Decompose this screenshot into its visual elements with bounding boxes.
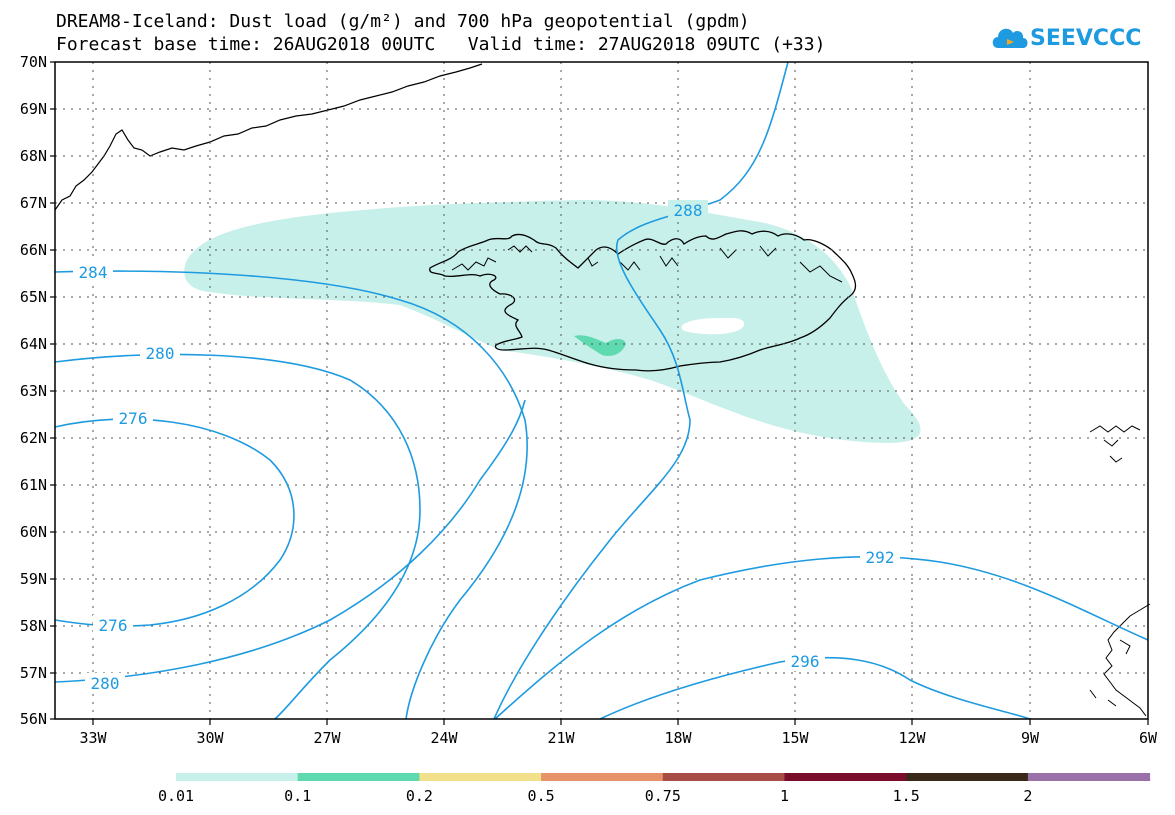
map-subtitle: Forecast base time: 26AUG2018 00UTC Vali… — [56, 34, 826, 55]
lat-tick-label: 56N — [20, 710, 47, 728]
colorbar-swatch — [784, 773, 907, 781]
geopotential-isoline — [54, 418, 295, 627]
greenland-coastline — [54, 63, 483, 211]
contour-label-bg — [73, 262, 113, 282]
colorbar-label: 0.2 — [406, 787, 433, 805]
contour-label-bg — [93, 615, 133, 635]
map-title: DREAM8-Iceland: Dust load (g/m²) and 700… — [56, 11, 750, 32]
colorbar-label: 1 — [780, 787, 789, 805]
contour-label-bg — [113, 408, 153, 428]
map-axes: 33W 30W 27W 24W 21W 18W 15W 12W 9W 6W 70N 69N 68N 67N… — [20, 53, 1158, 747]
lon-tick-label: 27W — [313, 729, 341, 747]
contour-label: 288 — [674, 201, 703, 220]
dust-field-medium — [574, 335, 626, 356]
lon-tick-label: 33W — [79, 729, 107, 747]
lon-tick-label: 12W — [898, 729, 926, 747]
geopotential-isoline — [599, 656, 1031, 720]
iceland-northwest-fjords — [451, 245, 843, 283]
contour-label-bg — [860, 547, 900, 567]
logo-text: SEEVCCC — [1030, 26, 1142, 51]
lon-tick-label: 6W — [1139, 729, 1158, 747]
colorbar-swatch — [297, 773, 420, 781]
lat-tick-label: 67N — [20, 194, 47, 212]
dust-field-low — [184, 200, 921, 443]
contour-label: 292 — [866, 548, 895, 567]
contour-label-bg — [785, 651, 825, 671]
colorbar-swatch — [1027, 773, 1151, 781]
iceland-coastline — [429, 230, 857, 372]
geopotential-isoline — [494, 556, 1149, 720]
geopotential-contours: 288 284 280 276 276 280 292 296 — [54, 61, 1149, 720]
lat-tick-label: 64N — [20, 335, 47, 353]
lat-tick-label: 66N — [20, 241, 47, 259]
graticule — [55, 62, 1148, 719]
lon-tick-label: 9W — [1021, 729, 1040, 747]
lon-tick-label: 30W — [196, 729, 224, 747]
lat-tick-label: 58N — [20, 617, 47, 635]
colorbar-label: 0.01 — [158, 787, 194, 805]
contour-label: 276 — [99, 616, 128, 635]
seevccc-logo: SEEVCCC — [990, 20, 1160, 60]
lat-tick-label: 61N — [20, 476, 47, 494]
contour-label-bg — [140, 343, 180, 363]
contour-label: 284 — [79, 263, 108, 282]
lat-tick-label: 59N — [20, 570, 47, 588]
lon-tick-label: 15W — [781, 729, 809, 747]
contour-label: 296 — [791, 652, 820, 671]
contour-label: 280 — [91, 674, 120, 693]
colorbar-label: 1.5 — [893, 787, 920, 805]
colorbar-label: 0.5 — [528, 787, 555, 805]
geopotential-isoline — [54, 270, 528, 720]
colorbar-swatch — [541, 773, 664, 781]
contour-label: 280 — [146, 344, 175, 363]
contour-label-bg — [668, 200, 708, 220]
faroe-islands — [1089, 425, 1141, 463]
geopotential-isoline — [54, 399, 526, 683]
geopotential-isoline — [493, 61, 789, 720]
colorbar-label: 2 — [1023, 787, 1032, 805]
dust-free-area — [681, 317, 745, 335]
colorbar-label: 0.75 — [645, 787, 681, 805]
colorbar-label: 0.1 — [284, 787, 311, 805]
colorbar-swatch — [906, 773, 1029, 781]
contour-label-bg — [85, 673, 125, 693]
lat-tick-label: 60N — [20, 523, 47, 541]
colorbar-swatch — [176, 773, 299, 781]
lat-tick-label: 70N — [20, 53, 47, 71]
lat-tick-label: 57N — [20, 664, 47, 682]
lat-tick-label: 68N — [20, 147, 47, 165]
lat-tick-label: 62N — [20, 429, 47, 447]
lat-tick-label: 63N — [20, 382, 47, 400]
cloud-icon — [992, 28, 1028, 48]
colorbar: 0.01 0.1 0.2 0.5 0.75 1 1.5 2 — [158, 773, 1151, 805]
contour-label: 276 — [119, 409, 148, 428]
geopotential-isoline — [54, 353, 421, 720]
lat-tick-label: 69N — [20, 100, 47, 118]
scotland-coastline — [1089, 603, 1151, 717]
lat-tick-label: 65N — [20, 288, 47, 306]
lon-tick-label: 18W — [664, 729, 692, 747]
lon-tick-label: 21W — [547, 729, 575, 747]
colorbar-swatch — [419, 773, 542, 781]
colorbar-swatch — [662, 773, 785, 781]
lon-tick-label: 24W — [430, 729, 458, 747]
